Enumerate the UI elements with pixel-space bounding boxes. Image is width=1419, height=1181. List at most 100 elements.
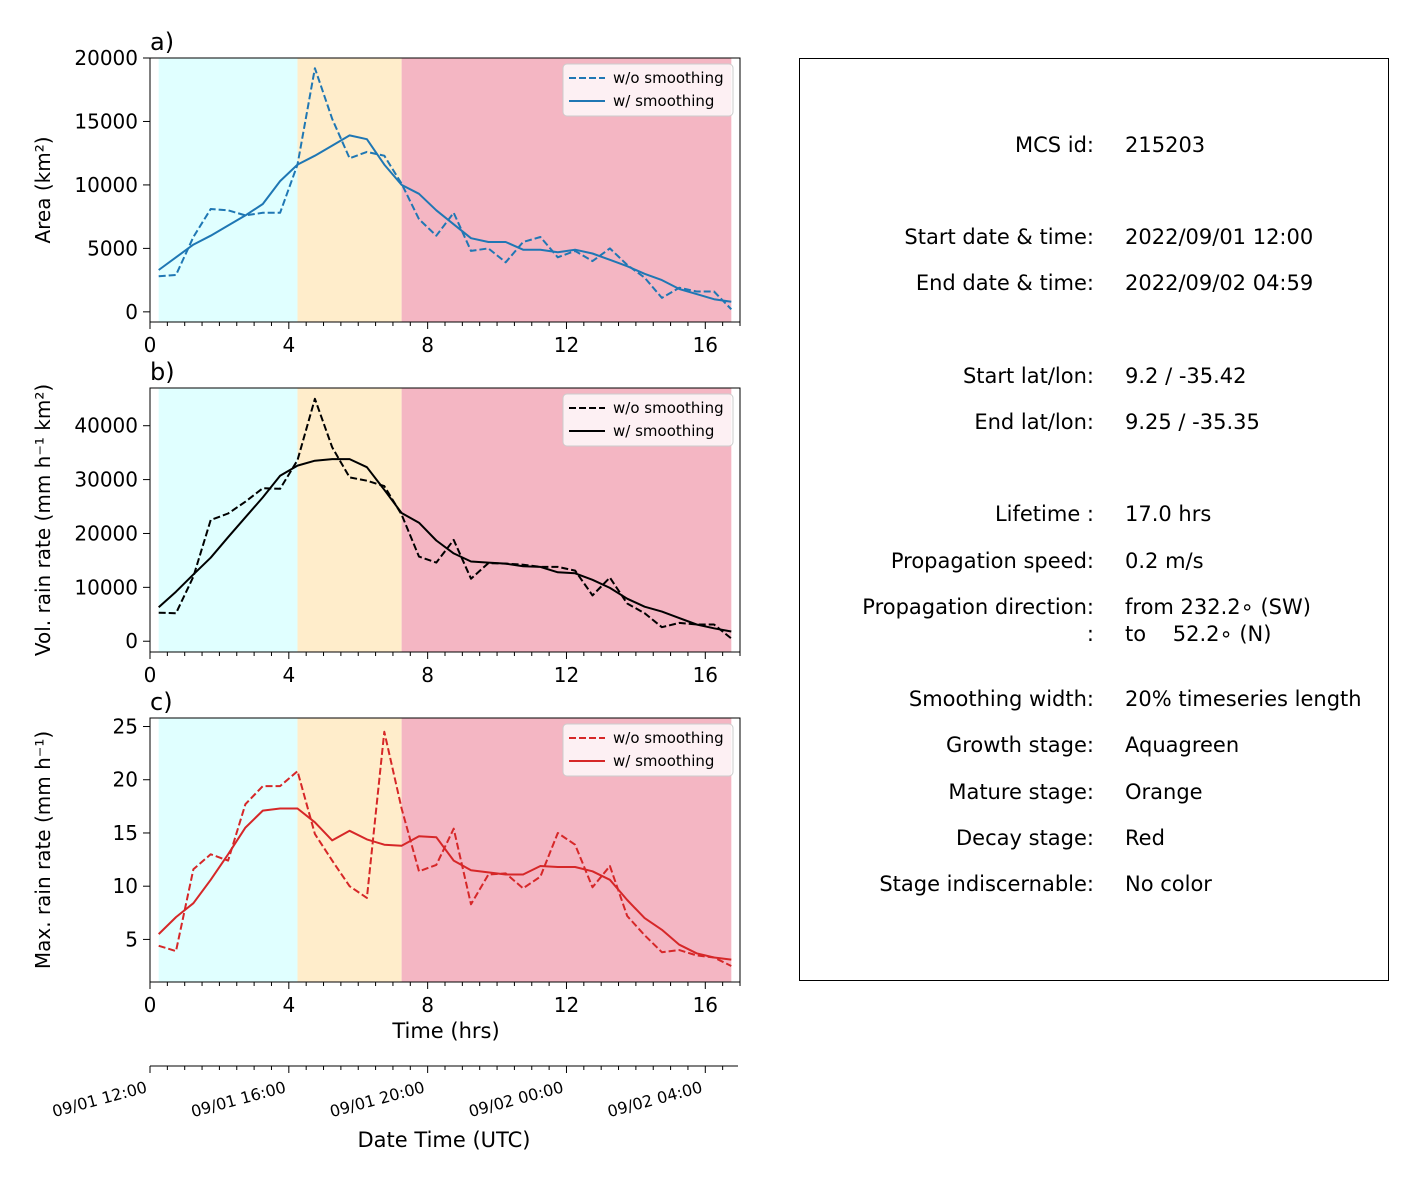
stage-band-growth	[158, 58, 298, 322]
info-key: End date & time:	[915, 271, 1094, 295]
info-row: Decay stage: Red	[800, 826, 1390, 854]
info-row: Stage indiscernable: No color	[800, 872, 1390, 900]
date-tick-label: 09/02 00:00	[467, 1078, 566, 1122]
info-key: Stage indiscernable:	[879, 872, 1094, 896]
info-value: to 52.2∘ (N)	[1125, 622, 1272, 646]
info-value: 2022/09/02 04:59	[1125, 271, 1314, 295]
y-tick-label: 20000	[74, 46, 138, 70]
date-axis: 09/01 12:00 09/01 16:00 09/01 20:00 09/02 0…	[50, 1065, 738, 1152]
x-tick-label: 12	[554, 333, 579, 357]
info-key: Propagation speed:	[890, 549, 1094, 573]
y-tick-label: 15	[113, 821, 138, 845]
legend-box	[562, 393, 734, 447]
panel-a-area: 0 4 8 12 16 0 5000 10000 15000 20000 a) Area (km²) w…	[31, 28, 741, 357]
y-tick-label: 25	[113, 715, 138, 739]
info-value: No color	[1125, 872, 1212, 896]
y-tick-label: 5000	[87, 236, 138, 260]
legend-label: w/ smoothing	[613, 752, 714, 770]
x-tick-label: 16	[693, 333, 718, 357]
panel-letter: c)	[150, 688, 173, 716]
stage-band-mature	[297, 388, 402, 652]
date-tick-label: 09/01 16:00	[189, 1078, 288, 1122]
panel-letter: a)	[150, 28, 174, 56]
x-axis-label: Time (hrs)	[391, 1019, 499, 1043]
info-row: Smoothing width: 20% timeseries length	[800, 687, 1390, 715]
legend-label: w/o smoothing	[613, 399, 724, 417]
legend-label: w/o smoothing	[613, 69, 724, 87]
y-tick-label: 0	[125, 300, 138, 324]
info-value: 9.25 / -35.35	[1125, 410, 1260, 434]
info-row: Propagation speed: 0.2 m/s	[800, 549, 1390, 577]
legend-label: w/o smoothing	[613, 729, 724, 747]
legend-box	[562, 723, 734, 777]
info-key: Mature stage:	[948, 780, 1094, 804]
panel-c-max-rain-rate: 0 4 8 12 16 5 10 15 20 25 c) Max. rain rate (mm h⁻¹…	[31, 688, 741, 1043]
x-tick-label: 0	[144, 333, 157, 357]
date-axis-label: Date Time (UTC)	[358, 1128, 531, 1152]
info-value: 2022/09/01 12:00	[1125, 225, 1314, 249]
info-row: End lat/lon: 9.25 / -35.35	[800, 410, 1390, 438]
y-axis-label: Area (km²)	[31, 136, 55, 243]
x-tick-label: 4	[282, 333, 295, 357]
y-tick-label: 20	[113, 768, 138, 792]
stage-band-mature	[297, 718, 402, 982]
series-smoothed-line	[158, 134, 732, 303]
info-key: End lat/lon:	[974, 410, 1094, 434]
x-tick-label: 16	[693, 993, 718, 1017]
info-key: Decay stage:	[956, 826, 1094, 850]
series-raw-line	[158, 730, 732, 967]
y-tick-label: 10000	[74, 173, 138, 197]
info-value: from 232.2∘ (SW)	[1125, 595, 1311, 619]
stage-band-mature	[297, 58, 402, 322]
stage-band-growth	[158, 718, 298, 982]
info-row: : to 52.2∘ (N)	[800, 622, 1390, 650]
info-key: Lifetime :	[994, 502, 1094, 526]
info-value: 0.2 m/s	[1125, 549, 1204, 573]
info-row: Growth stage: Aquagreen	[800, 733, 1390, 761]
y-tick-label: 0	[125, 629, 138, 653]
info-key: Start lat/lon:	[962, 364, 1094, 388]
x-tick-label: 8	[421, 333, 434, 357]
info-row: End date & time: 2022/09/02 04:59	[800, 271, 1390, 299]
info-value: Orange	[1125, 780, 1203, 804]
legend-label: w/ smoothing	[613, 422, 714, 440]
info-value: Red	[1125, 826, 1165, 850]
series-raw-line	[158, 67, 733, 310]
date-tick-label: 09/01 12:00	[50, 1078, 149, 1122]
info-key: MCS id:	[1014, 133, 1094, 157]
info-key: :	[1086, 622, 1094, 646]
x-tick-label: 8	[421, 663, 434, 687]
y-tick-label: 10	[113, 874, 138, 898]
y-tick-label: 10000	[74, 575, 138, 599]
x-tick-label: 12	[554, 993, 579, 1017]
y-axis-label: Vol. rain rate (mm h⁻¹ km²)	[31, 384, 55, 656]
panel-letter: b)	[150, 358, 175, 386]
y-tick-label: 15000	[74, 109, 138, 133]
info-row: Start date & time: 2022/09/01 12:00	[800, 225, 1390, 253]
info-value: 17.0 hrs	[1125, 502, 1212, 526]
date-tick-label: 09/01 20:00	[328, 1078, 427, 1122]
legend-box	[562, 63, 734, 117]
info-key: Start date & time:	[904, 225, 1094, 249]
info-key: Propagation direction:	[862, 595, 1094, 619]
info-row: Start lat/lon: 9.2 / -35.42	[800, 364, 1390, 392]
info-key: Smoothing width:	[908, 687, 1094, 711]
x-tick-label: 0	[144, 663, 157, 687]
x-tick-label: 0	[144, 993, 157, 1017]
stage-band-growth	[158, 388, 298, 652]
x-tick-label: 8	[421, 993, 434, 1017]
info-value: Aquagreen	[1125, 733, 1240, 757]
legend-label: w/ smoothing	[613, 92, 714, 110]
panel-b-volume-rain-rate: 0 4 8 12 16 0 10000 20000 30000 40000 b) Vol. rain …	[31, 358, 741, 687]
y-tick-label: 30000	[74, 468, 138, 492]
info-row: Lifetime : 17.0 hrs	[800, 502, 1390, 530]
series-smoothed-line	[157, 807, 732, 961]
mcs-info-box: MCS id: 215203 Start date & time: 2022/09/0…	[799, 58, 1389, 981]
info-value: 215203	[1125, 133, 1206, 157]
info-row: MCS id: 215203	[800, 133, 1390, 161]
series-raw-line	[158, 397, 732, 640]
info-row: Propagation direction: from 232.2∘ (SW)	[800, 595, 1390, 623]
info-row: Mature stage: Orange	[800, 780, 1390, 808]
x-tick-label: 12	[554, 663, 579, 687]
